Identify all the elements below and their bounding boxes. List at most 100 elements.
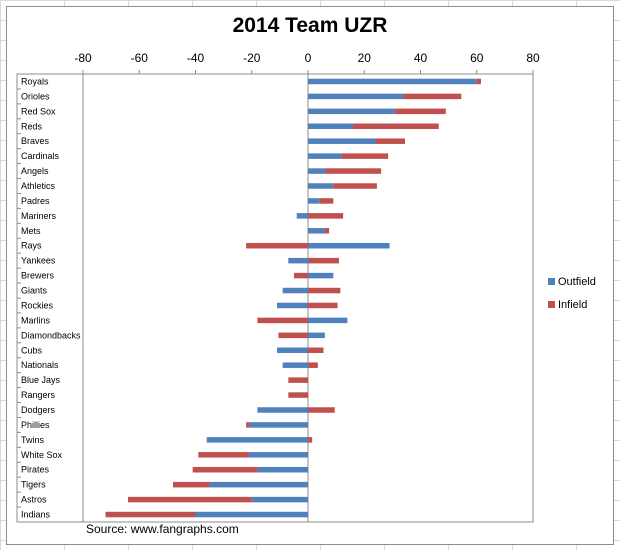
category-label: Reds <box>21 121 43 131</box>
category-label: Twins <box>21 435 45 445</box>
bar-outfield <box>277 302 308 309</box>
bar-infield <box>333 183 377 189</box>
category-label: Astros <box>21 495 47 505</box>
bar-outfield <box>206 437 308 443</box>
category-label: Giants <box>21 286 48 296</box>
x-tick-label: 60 <box>470 51 484 65</box>
source-note: Source: www.fangraphs.com <box>86 522 239 536</box>
bar-infield <box>105 511 196 518</box>
bar-outfield <box>308 138 376 144</box>
category-label: Mariners <box>21 211 57 221</box>
bar-outfield <box>308 228 325 234</box>
category-label: Marlins <box>21 315 51 325</box>
category-label: Pirates <box>21 465 50 475</box>
category-label: Mets <box>21 226 41 236</box>
legend-label-infield: Infield <box>558 299 587 311</box>
category-label: Brewers <box>21 271 55 281</box>
bar-infield <box>341 153 389 159</box>
bar-infield <box>308 407 335 413</box>
bar-outfield <box>248 452 308 458</box>
bar-outfield <box>308 183 334 189</box>
x-tick-label: 80 <box>526 51 540 65</box>
bar-infield <box>288 377 308 383</box>
bar-infield <box>278 332 308 339</box>
category-label: Cubs <box>21 345 43 355</box>
bar-infield <box>324 228 330 234</box>
x-tick-label: -20 <box>243 51 261 65</box>
category-label: Yankees <box>21 256 56 266</box>
bar-outfield <box>308 198 320 204</box>
category-label: Nationals <box>21 360 59 370</box>
bar-infield <box>308 257 339 264</box>
bar-infield <box>198 452 249 458</box>
category-label: Padres <box>21 196 50 206</box>
bar-infield <box>319 198 334 204</box>
bar-outfield <box>308 153 342 159</box>
bar-infield <box>246 422 249 428</box>
bar-outfield <box>308 93 404 100</box>
category-label: Orioles <box>21 91 50 101</box>
bar-infield <box>308 213 344 219</box>
bar-outfield <box>282 362 308 368</box>
bar-infield <box>476 78 481 85</box>
bar-infield <box>128 496 252 503</box>
bar-infield <box>293 272 308 279</box>
x-tick-label: -60 <box>131 51 149 65</box>
bar-infield <box>375 138 406 144</box>
bar-infield <box>308 347 324 354</box>
category-label: Braves <box>21 136 50 146</box>
bar-outfield <box>308 78 477 85</box>
category-label: Rays <box>21 241 42 251</box>
category-label: Indians <box>21 510 51 520</box>
bar-infield <box>403 93 462 100</box>
category-label: Red Sox <box>21 106 56 116</box>
bar-infield <box>308 437 313 443</box>
bar-infield <box>173 481 210 488</box>
bar-outfield <box>257 466 308 473</box>
bar-outfield <box>288 257 308 264</box>
x-tick-label: -40 <box>187 51 205 65</box>
category-label: Angels <box>21 166 49 176</box>
bar-outfield <box>308 242 390 249</box>
bar-outfield <box>308 317 348 324</box>
bar-outfield <box>308 108 396 115</box>
bar-outfield <box>308 168 325 174</box>
bar-outfield <box>248 422 308 428</box>
bar-outfield <box>282 287 308 294</box>
category-label: Rockies <box>21 300 54 310</box>
category-label: Royals <box>21 76 49 86</box>
bar-infield <box>288 392 308 398</box>
bar-infield <box>324 168 382 174</box>
bar-infield <box>257 317 308 324</box>
bar-outfield <box>277 347 308 354</box>
category-label: White Sox <box>21 450 63 460</box>
category-label-box <box>16 73 84 523</box>
bar-outfield <box>308 272 334 279</box>
category-label: Dodgers <box>21 405 56 415</box>
bar-outfield <box>195 511 308 518</box>
category-label: Rangers <box>21 390 56 400</box>
bar-outfield <box>209 481 308 488</box>
category-label: Phillies <box>21 420 50 430</box>
bar-outfield <box>308 123 353 130</box>
bar-infield <box>246 242 308 249</box>
bar-outfield <box>257 407 308 413</box>
bar-infield <box>308 362 318 368</box>
bar-infield <box>308 302 338 309</box>
category-label: Cardinals <box>21 151 60 161</box>
x-tick-label: 0 <box>305 51 312 65</box>
chart-title: 2014 Team UZR <box>232 14 388 37</box>
category-label: Diamondbacks <box>21 330 81 340</box>
bar-outfield <box>308 332 325 339</box>
category-label: Blue Jays <box>21 375 61 385</box>
legend-swatch-infield <box>548 301 555 308</box>
category-label: Athletics <box>21 181 56 191</box>
bar-infield <box>192 466 258 473</box>
x-tick-label: 20 <box>358 51 372 65</box>
bar-outfield <box>251 496 308 503</box>
x-tick-label: -80 <box>74 51 92 65</box>
bar-infield <box>353 123 439 130</box>
category-label: Tigers <box>21 480 46 490</box>
legend-swatch-outfield <box>548 278 555 285</box>
